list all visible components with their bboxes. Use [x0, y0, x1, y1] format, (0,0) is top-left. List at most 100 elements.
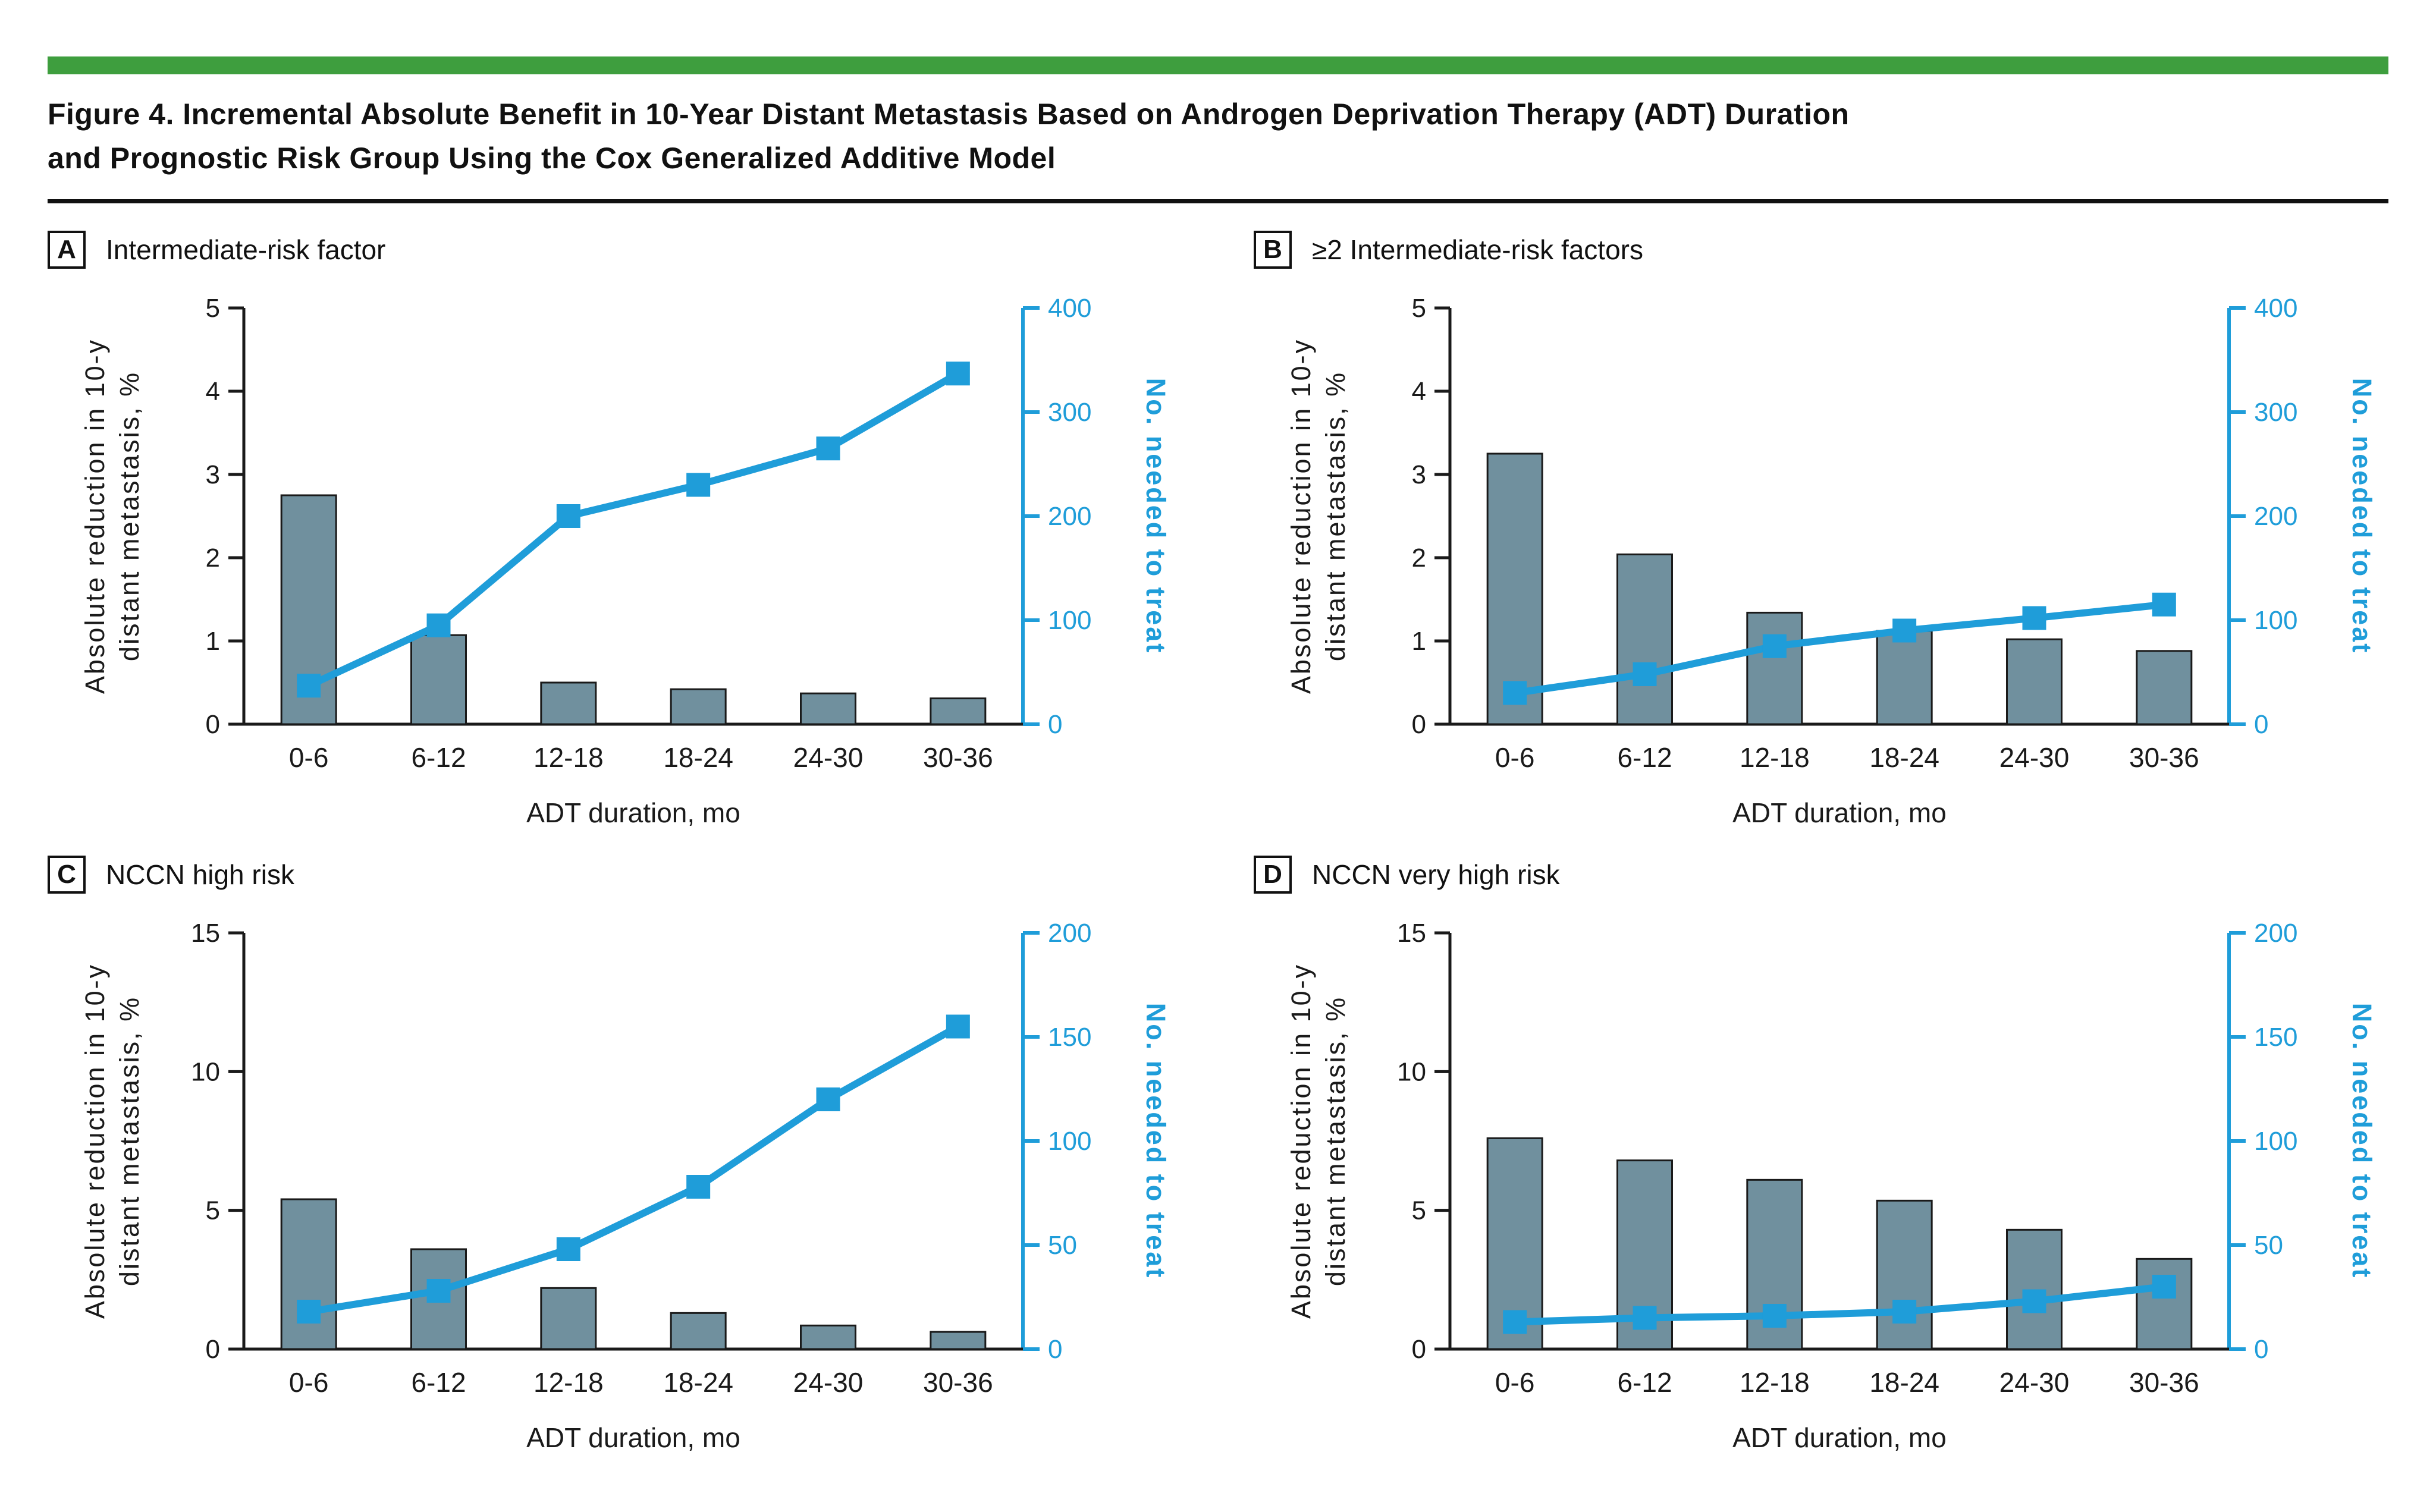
nnt-line-marker [2152, 1275, 2176, 1299]
right-axis-tick-label: 300 [2254, 398, 2297, 427]
nnt-line-marker [816, 436, 840, 461]
bar [1486, 452, 1543, 725]
left-axis-tick-label: 5 [206, 294, 220, 323]
right-axis-title: No. needed to treat [1141, 378, 1171, 655]
left-axis-tick-label: 1 [1412, 627, 1426, 656]
left-axis-tick-label: 10 [1397, 1057, 1426, 1086]
panel-a: A Intermediate-risk factor 0 1 2 3 4 5 0 100 200… [48, 227, 1182, 828]
right-axis-tick-label: 100 [1048, 1127, 1091, 1156]
bar [2136, 1258, 2193, 1350]
left-axis-tick-label: 0 [206, 710, 220, 739]
x-category-label: 30-36 [923, 1367, 993, 1398]
x-category-label: 0-6 [1495, 1367, 1534, 1398]
right-axis-tick-label: 300 [1048, 398, 1091, 427]
nnt-line-marker [686, 473, 711, 497]
right-axis-tick-label: 0 [1048, 710, 1062, 739]
right-axis-title: No. needed to treat [1141, 1003, 1171, 1280]
x-category-label: 18-24 [663, 742, 733, 773]
x-category-label: 6-12 [1617, 742, 1672, 773]
nnt-line-marker [297, 1300, 321, 1324]
x-category-label: 12-18 [533, 1367, 604, 1398]
right-axis-tick-label: 400 [2254, 294, 2297, 323]
right-axis-tick-label: 200 [1048, 502, 1091, 531]
x-category-label: 0-6 [289, 1367, 328, 1398]
figure-title-line2: and Prognostic Risk Group Using the Cox … [48, 142, 1056, 175]
panel-d-letter-box: D [1254, 856, 1292, 894]
right-axis-tick-label: 50 [1048, 1231, 1077, 1260]
left-axis-tick-label: 5 [206, 1196, 220, 1225]
nnt-line [1511, 1283, 2168, 1326]
left-axis-tick-label: 15 [1397, 919, 1426, 948]
bar [1616, 553, 1673, 725]
x-category-label: 0-6 [289, 742, 328, 773]
x-category-label: 12-18 [1740, 1367, 1810, 1398]
x-axis-title: ADT duration, mo [1732, 1422, 1947, 1453]
panel-c: C NCCN high risk 0 5 10 15 0 50 100 150 200 0-6 6-… [48, 852, 1182, 1453]
nnt-line-marker [816, 1087, 840, 1111]
bar [800, 692, 856, 725]
x-category-label: 24-30 [793, 1367, 864, 1398]
left-axis-tick-label: 4 [1412, 377, 1426, 406]
right-axis-tick-label: 200 [1048, 919, 1091, 948]
x-category-label: 6-12 [411, 742, 466, 773]
left-axis-title-line1: Absolute reduction in 10-y [1286, 338, 1316, 694]
bar [800, 1324, 856, 1350]
left-axis-title-line1: Absolute reduction in 10-y [1286, 963, 1316, 1319]
nnt-line-marker [426, 613, 451, 637]
right-axis-tick-label: 0 [2254, 1335, 2268, 1364]
left-axis-title-line1: Absolute reduction in 10-y [80, 963, 110, 1319]
x-category-label: 6-12 [411, 1367, 466, 1398]
left-axis-tick-label: 15 [191, 919, 220, 948]
x-category-label: 18-24 [1869, 742, 1939, 773]
panel-b-letter-box: B [1254, 231, 1292, 269]
nnt-line-marker [1762, 634, 1787, 658]
left-axis-title-line2: distant metastasis, % [1320, 996, 1351, 1286]
left-axis-tick-label: 2 [206, 543, 220, 573]
x-category-label: 18-24 [663, 1367, 733, 1398]
nnt-line [1511, 601, 2168, 697]
nnt-line-marker [426, 1279, 451, 1303]
bar [1876, 630, 1933, 725]
bar [280, 1198, 337, 1350]
left-axis-tick-label: 2 [1412, 543, 1426, 573]
panel-c-header: C NCCN high risk [48, 852, 1182, 897]
bar [670, 688, 727, 725]
x-category-label: 30-36 [923, 742, 993, 773]
panel-b-header: B ≥2 Intermediate-risk factors [1254, 227, 2388, 272]
nnt-line-marker [1503, 681, 1527, 705]
panel-a-letter-box: A [48, 231, 86, 269]
panel-d: D NCCN very high risk 0 5 10 15 0 50 100 150 200… [1254, 852, 2388, 1453]
bar [1746, 611, 1803, 725]
bar [670, 1312, 727, 1350]
left-axis-title-line2: distant metastasis, % [114, 996, 145, 1286]
nnt-line-marker [2152, 592, 2176, 617]
bar [1876, 1199, 1933, 1350]
bar [2006, 638, 2063, 725]
right-axis-tick-label: 0 [1048, 1335, 1062, 1364]
chart-panel-a: 0 1 2 3 4 5 0 100 200 300 400 0-6 6-12 12-18 18-24 24-3… [80, 294, 1171, 828]
panel-a-title: Intermediate-risk factor [106, 234, 386, 265]
nnt-line [305, 1023, 962, 1315]
panel-d-header: D NCCN very high risk [1254, 852, 2388, 897]
right-axis-tick-label: 200 [2254, 919, 2297, 948]
left-axis-tick-label: 3 [1412, 460, 1426, 489]
right-axis-title: No. needed to treat [2347, 378, 2377, 655]
x-category-label: 18-24 [1869, 1367, 1939, 1398]
nnt-line-marker [556, 504, 580, 528]
nnt-line-marker [1633, 662, 1657, 686]
panel-b: B ≥2 Intermediate-risk factors 0 1 2 3 4 5 0 10… [1254, 227, 2388, 828]
right-axis-tick-label: 0 [2254, 710, 2268, 739]
left-axis-tick-label: 0 [1412, 1335, 1426, 1364]
bar [540, 681, 597, 725]
bar [2136, 650, 2193, 725]
panel-c-letter-box: C [48, 856, 86, 894]
nnt-line-marker [946, 362, 970, 386]
nnt-line-marker [2022, 606, 2046, 630]
left-axis-tick-label: 0 [206, 1335, 220, 1364]
x-axis-title: ADT duration, mo [526, 1422, 740, 1453]
title-divider-rule [48, 199, 2388, 203]
right-axis-tick-label: 100 [2254, 606, 2297, 635]
chart-panel-b: 0 1 2 3 4 5 0 100 200 300 400 0-6 6-12 12-18 18-24 24-3… [1286, 294, 2377, 828]
x-axis-title: ADT duration, mo [1732, 797, 1947, 828]
